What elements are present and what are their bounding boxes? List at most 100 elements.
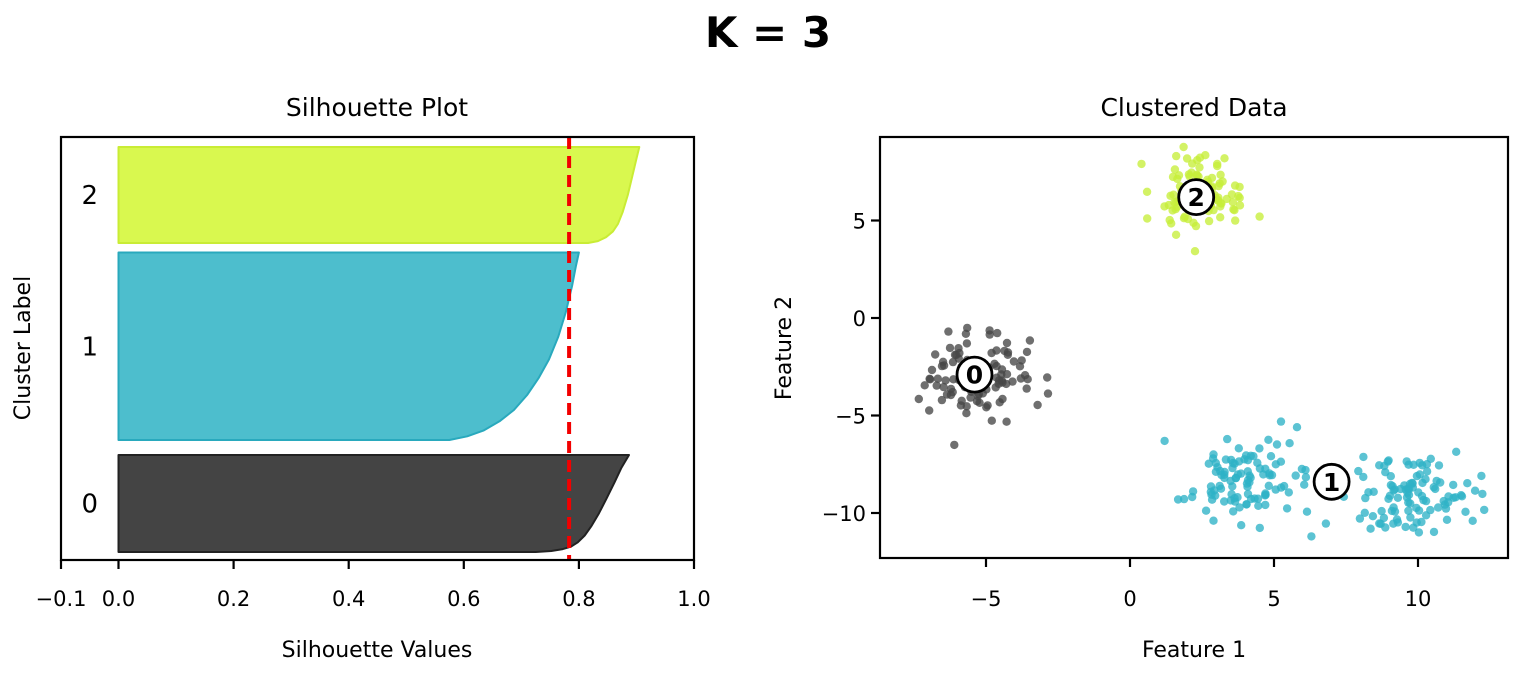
- x-tick-label: 1.0: [677, 587, 710, 611]
- scatter-point: [1220, 154, 1229, 163]
- scatter-point: [1043, 389, 1053, 398]
- scatter-point: [1390, 507, 1400, 516]
- scatter-point: [1377, 506, 1386, 516]
- scatter-point: [939, 382, 948, 392]
- cluster-1-center-label: 1: [1312, 462, 1351, 501]
- scatter-point: [1230, 494, 1239, 503]
- x-tick-label: 5: [1267, 587, 1280, 611]
- scatter-point: [1228, 463, 1237, 473]
- scatter-point: [1025, 336, 1035, 345]
- scatter-point: [1234, 457, 1244, 466]
- scatter-point: [1209, 516, 1218, 525]
- scatter-point: [1264, 435, 1273, 444]
- scatter-point: [1255, 523, 1265, 533]
- scatter-point: [1261, 489, 1270, 498]
- scatter-point: [995, 398, 1004, 407]
- scatter-point: [1253, 458, 1262, 467]
- scatter-point: [1227, 190, 1237, 199]
- scatter-point: [1409, 523, 1418, 532]
- y-tick-label: 5: [853, 210, 866, 234]
- scatter-point: [1264, 481, 1274, 490]
- scatter-point: [1422, 467, 1432, 476]
- scatter-point: [1285, 439, 1294, 448]
- scatter-points: [914, 142, 1489, 541]
- scatter-point: [1254, 501, 1263, 510]
- scatter-point: [1406, 513, 1415, 522]
- y-tick-label: −5: [835, 405, 866, 429]
- x-tick-label: 0.0: [102, 587, 135, 611]
- scatter-point: [1463, 479, 1472, 488]
- scatter-point: [1404, 506, 1413, 515]
- scatter-point: [1359, 472, 1368, 482]
- scatter-point: [1385, 491, 1395, 500]
- scatter-point: [1477, 471, 1486, 481]
- scatter-point: [1404, 484, 1414, 494]
- scatter-point: [1016, 374, 1026, 383]
- scatter-point: [1380, 461, 1389, 471]
- silhouette-band-cluster-0: [117, 454, 630, 553]
- scatter-point: [945, 343, 955, 353]
- scatter-xaxis-label: Feature 1: [1142, 638, 1246, 663]
- scatter-point: [1022, 347, 1032, 357]
- scatter-point: [1255, 444, 1264, 453]
- scatter-point: [1171, 230, 1181, 239]
- y-tick-label: 0: [853, 307, 866, 331]
- scatter-point: [1431, 484, 1440, 494]
- scatter-point: [1188, 492, 1197, 502]
- scatter-point: [1421, 475, 1430, 484]
- silhouette-band-cluster-1: [117, 251, 580, 441]
- scatter-point: [1043, 373, 1052, 382]
- scatter-point: [1209, 450, 1218, 459]
- y-tick-label: −10: [822, 502, 866, 526]
- scatter-point: [994, 376, 1004, 385]
- scatter-point: [1201, 506, 1211, 515]
- scatter-point: [1478, 489, 1487, 499]
- cluster-center-labels: 0 1 2: [955, 178, 1351, 501]
- scatter-point: [1235, 503, 1244, 512]
- scatter-point: [963, 323, 972, 333]
- center-label-circle: [955, 355, 994, 394]
- scatter-point: [1253, 494, 1263, 503]
- center-label-number: 0: [966, 361, 983, 390]
- scatter-point: [1168, 172, 1178, 182]
- x-tick-label: 0.8: [562, 587, 595, 611]
- scatter-point: [1444, 498, 1453, 507]
- scatter-point: [1228, 482, 1237, 491]
- scatter-point: [1276, 417, 1286, 426]
- cluster-2-row-label: 2: [82, 181, 99, 211]
- scatter-point: [1470, 486, 1480, 495]
- scatter-point: [1434, 503, 1443, 512]
- center-label-circle: [1177, 178, 1216, 217]
- x-tick-label: 0: [1123, 587, 1136, 611]
- x-tick-label: 0.2: [217, 587, 250, 611]
- silhouette-axes-frame: [59, 135, 696, 562]
- scatter-point: [1220, 497, 1229, 506]
- scatter-yaxis-label: Feature 2: [772, 296, 797, 400]
- silhouette-yaxis-label: Cluster Label: [11, 276, 36, 420]
- scatter-point: [987, 416, 996, 425]
- scatter-point: [1246, 473, 1255, 482]
- scatter-point: [1217, 199, 1226, 208]
- scatter-point: [1321, 519, 1331, 528]
- scatter-point: [1033, 400, 1042, 410]
- scatter-point: [1160, 436, 1169, 446]
- scatter-point: [991, 383, 1000, 392]
- scatter-cluster-0: [914, 323, 1053, 450]
- scatter-point: [1381, 468, 1390, 477]
- scatter-point: [1429, 527, 1439, 537]
- scatter-x-ticks: −5 0 5 10: [971, 558, 1431, 611]
- scatter-point: [1354, 466, 1363, 476]
- scatter-point: [1368, 512, 1378, 521]
- scatter-point: [933, 374, 942, 383]
- scatter-point: [1401, 522, 1410, 532]
- scatter-axes-frame: [878, 135, 1510, 560]
- scatter-cluster-1: [1160, 417, 1489, 541]
- scatter-point: [1417, 517, 1426, 527]
- scatter-point: [1442, 515, 1452, 524]
- scatter-point: [1361, 493, 1370, 503]
- scatter-point: [975, 398, 984, 407]
- scatter-point: [1434, 461, 1444, 470]
- scatter-point: [1301, 465, 1310, 475]
- scatter-point: [946, 390, 956, 400]
- silhouette-x-ticks: −0.1 0.0 0.2 0.4 0.6 0.8 1.0: [36, 560, 711, 611]
